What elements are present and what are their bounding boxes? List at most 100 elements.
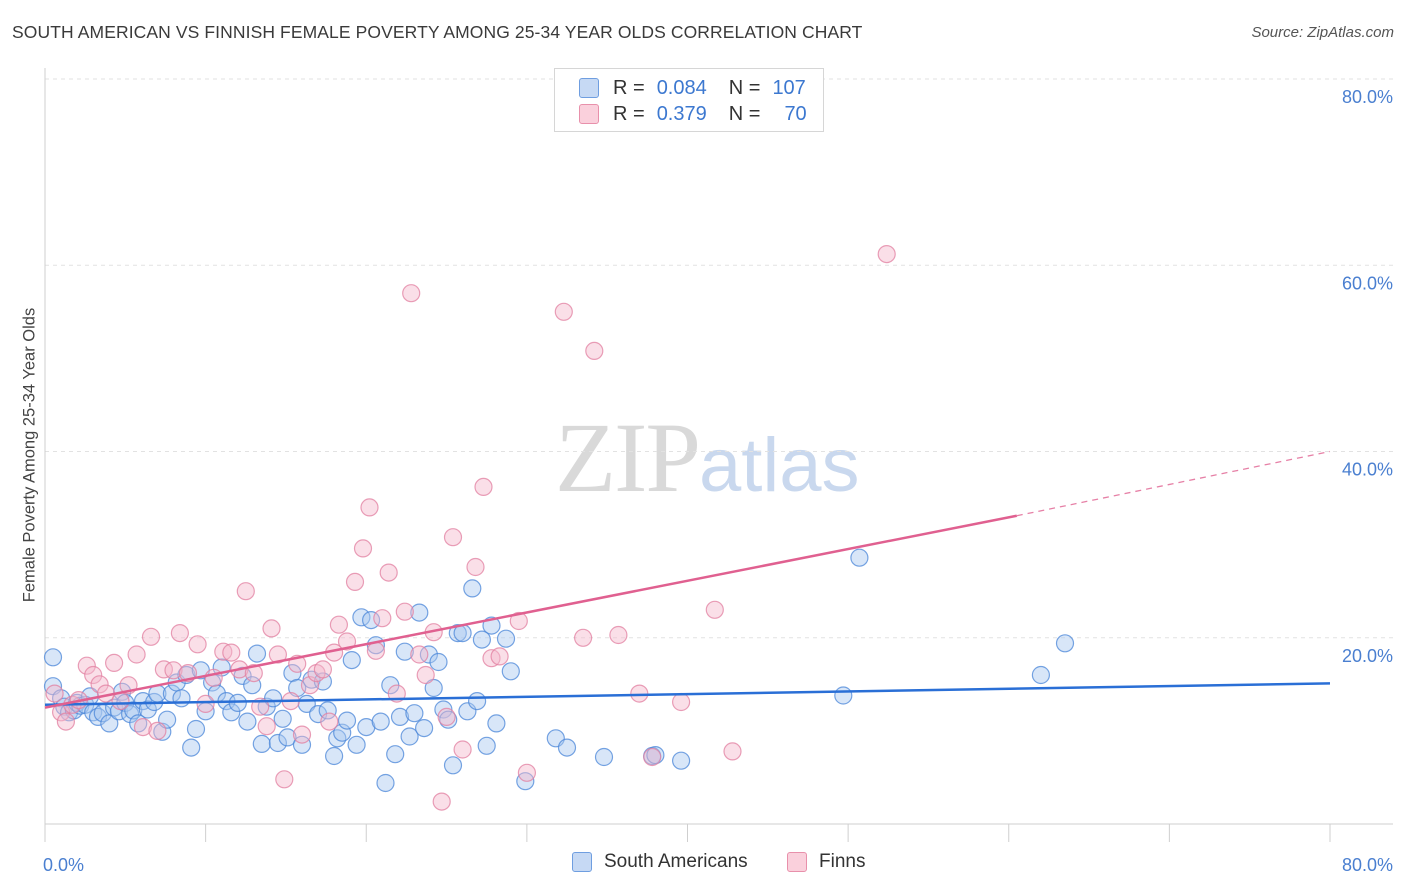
data-point — [405, 704, 424, 723]
data-point — [723, 742, 742, 761]
data-point — [222, 703, 241, 722]
watermark: ZIPatlas — [555, 400, 860, 515]
data-point — [1031, 665, 1051, 685]
axes — [44, 68, 1393, 842]
correlation-legend: R = 0.084 N = 107 R = 0.379 N = 70 — [554, 68, 824, 132]
y-tick-label: 40.0% — [1342, 460, 1393, 480]
data-point — [56, 712, 76, 731]
data-point — [127, 645, 146, 664]
data-point — [170, 623, 189, 643]
data-point — [247, 644, 267, 663]
legend-r-label: R = — [613, 76, 645, 99]
data-point — [415, 718, 434, 738]
data-point — [77, 656, 96, 675]
data-point — [292, 735, 312, 754]
data-point — [347, 735, 366, 754]
data-point — [705, 600, 724, 619]
data-point — [487, 714, 506, 733]
data-point — [877, 245, 896, 264]
data-point — [443, 528, 463, 547]
data-point — [468, 691, 487, 711]
y-tick-label: 60.0% — [1342, 273, 1393, 293]
data-point — [188, 635, 207, 654]
data-point — [353, 539, 373, 558]
series-legend: South Americans Finns — [0, 851, 1406, 879]
legend-n-label: N = — [728, 102, 761, 125]
trend-line-extension — [1016, 450, 1331, 517]
data-point — [366, 641, 385, 660]
data-point — [517, 763, 537, 782]
source-label: Source: ZipAtlas.com — [1251, 24, 1394, 41]
data-point — [371, 712, 390, 731]
data-point — [490, 647, 509, 666]
data-point — [141, 627, 161, 646]
data-point — [386, 745, 405, 764]
data-point — [395, 642, 414, 661]
data-point — [329, 615, 348, 634]
legend-r-value: 0.084 — [656, 76, 707, 99]
data-point — [402, 284, 421, 303]
data-point — [325, 746, 344, 766]
x-tick-label: 80.0% — [1342, 855, 1393, 875]
data-point — [646, 745, 665, 765]
data-point — [400, 727, 419, 746]
data-point — [43, 648, 63, 667]
data-point — [154, 660, 173, 679]
data-point — [443, 756, 463, 775]
data-point — [345, 572, 365, 592]
data-point — [337, 711, 357, 730]
data-point — [172, 689, 191, 708]
data-point — [850, 548, 869, 567]
y-tick-label: 20.0% — [1342, 646, 1393, 666]
legend-swatch-blue — [579, 78, 599, 98]
watermark-atlas: atlas — [699, 423, 860, 508]
data-point — [90, 675, 109, 694]
legend-item-south-americans: South Americans — [572, 851, 748, 873]
trend-line — [44, 514, 1018, 709]
series-south-americans — [43, 548, 1075, 793]
data-point — [373, 609, 392, 628]
data-point — [671, 751, 691, 770]
legend-n-label: N = — [728, 76, 761, 99]
data-point — [609, 625, 628, 645]
data-point — [313, 660, 332, 679]
legend-label: South Americans — [604, 851, 748, 872]
data-point — [362, 610, 381, 630]
data-point — [236, 582, 255, 601]
data-point — [395, 602, 414, 621]
data-point — [379, 563, 398, 582]
data-point — [264, 689, 283, 708]
data-point — [328, 729, 347, 748]
data-point — [196, 694, 215, 714]
data-point — [133, 717, 153, 737]
data-point — [466, 557, 485, 577]
data-point — [432, 792, 451, 811]
data-point — [439, 710, 458, 729]
data-point — [333, 723, 352, 742]
legend-r-value: 0.379 — [656, 102, 707, 125]
data-point — [376, 773, 395, 793]
data-point — [416, 665, 435, 685]
data-point — [84, 665, 103, 685]
data-point — [557, 738, 577, 757]
y-tick-label: 80.0% — [1342, 87, 1393, 107]
data-point — [268, 645, 287, 664]
legend-label: Finns — [819, 851, 866, 872]
data-point — [262, 619, 281, 638]
legend-row-finns: R = 0.379 N = 70 — [579, 101, 807, 127]
data-point — [111, 691, 130, 711]
data-point — [222, 643, 241, 662]
data-point — [554, 302, 573, 321]
data-point — [182, 738, 201, 757]
data-point — [238, 712, 257, 731]
data-point — [424, 678, 443, 698]
data-point — [342, 650, 361, 670]
data-point — [257, 717, 276, 736]
chart-title: SOUTH AMERICAN VS FINNISH FEMALE POVERTY… — [12, 22, 863, 42]
legend-n-value: 107 — [772, 76, 806, 99]
data-point — [138, 700, 157, 719]
data-point — [477, 736, 496, 755]
data-point — [501, 662, 520, 681]
data-point — [244, 663, 263, 683]
data-point — [594, 747, 614, 767]
